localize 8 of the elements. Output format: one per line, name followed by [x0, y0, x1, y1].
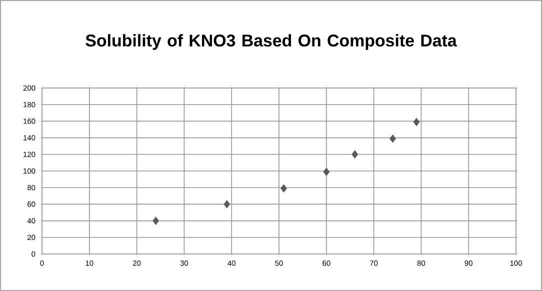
point — [323, 168, 330, 176]
point — [280, 184, 287, 193]
point — [224, 200, 230, 208]
point — [152, 216, 159, 225]
point — [352, 150, 358, 159]
point — [390, 134, 396, 143]
point — [413, 118, 420, 126]
chart-title: Solubility of KNO3 Based On Composite Data — [86, 34, 457, 50]
